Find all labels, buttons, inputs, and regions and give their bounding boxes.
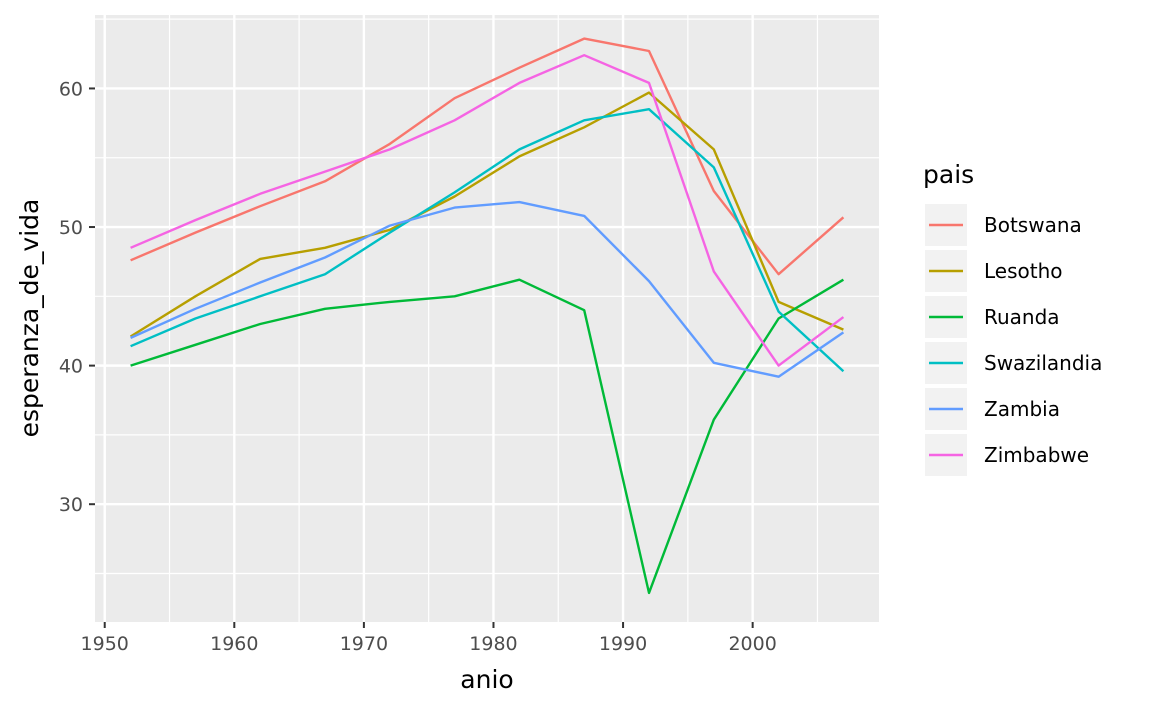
x-axis-title: anio (460, 665, 513, 694)
legend-label: Ruanda (984, 305, 1060, 329)
x-tick-label: 1960 (210, 633, 258, 655)
series-lines (129, 37, 845, 595)
legend-label: Swazilandia (984, 351, 1102, 375)
legend-label: Zimbabwe (984, 443, 1089, 467)
y-axis-title: esperanza_de_vida (15, 199, 44, 438)
plot-panel (95, 15, 879, 622)
major-gridlines (95, 15, 879, 622)
series-line-zambia (130, 200, 845, 378)
series-line-zimbabwe (130, 54, 845, 367)
y-tick-label: 30 (59, 494, 83, 516)
legend-label: Botswana (984, 213, 1082, 237)
x-tick-label: 1970 (340, 633, 388, 655)
legend-label: Lesotho (984, 259, 1063, 283)
x-axis: 1950 1960 1970 1980 1990 2000 (81, 622, 777, 655)
series-line-swazilandia (130, 107, 845, 373)
series-line-ruanda (130, 278, 845, 595)
series-line-lesotho (129, 91, 844, 338)
legend-title: pais (923, 160, 974, 189)
x-tick-label: 1950 (81, 633, 129, 655)
x-tick-label: 2000 (728, 633, 776, 655)
y-tick-label: 40 (59, 356, 83, 378)
y-tick-label: 50 (59, 217, 83, 239)
x-tick-label: 1980 (469, 633, 517, 655)
y-axis: 30 40 50 60 (59, 78, 95, 516)
legend: pais Botswana Lesotho Ruanda Swazilandia Zam… (923, 160, 1102, 476)
x-tick-label: 1990 (599, 633, 647, 655)
series-line-botswana (130, 37, 845, 276)
y-tick-label: 60 (59, 78, 83, 100)
legend-label: Zambia (984, 397, 1060, 421)
